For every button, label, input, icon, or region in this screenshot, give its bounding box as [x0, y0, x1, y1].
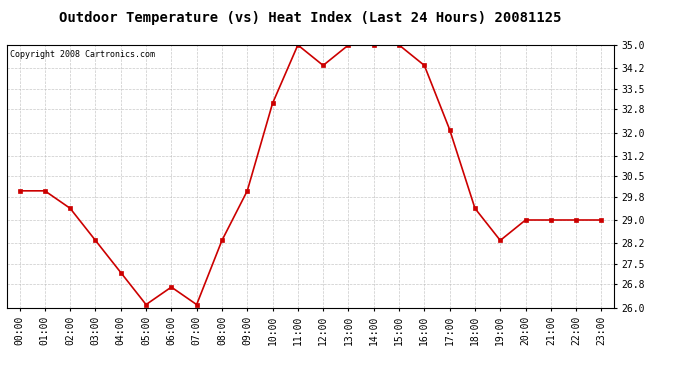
Text: Copyright 2008 Cartronics.com: Copyright 2008 Cartronics.com — [10, 50, 155, 59]
Text: Outdoor Temperature (vs) Heat Index (Last 24 Hours) 20081125: Outdoor Temperature (vs) Heat Index (Las… — [59, 11, 562, 25]
